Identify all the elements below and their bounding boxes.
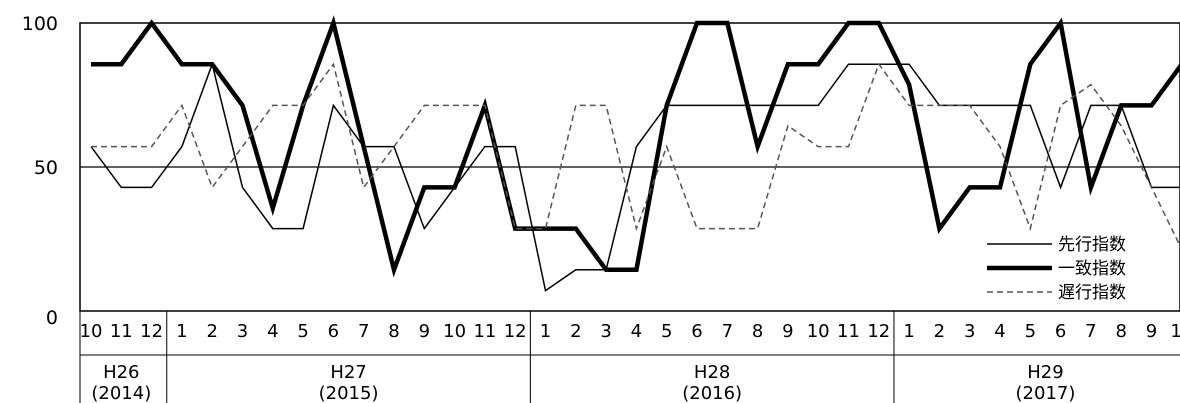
x-tick-label: 5 bbox=[297, 321, 308, 342]
x-tick-label: 5 bbox=[1025, 321, 1036, 342]
era-label: H28 bbox=[694, 362, 730, 383]
x-tick-label: 7 bbox=[358, 321, 369, 342]
x-tick-label: 10 bbox=[1170, 321, 1180, 342]
x-tick-label: 8 bbox=[752, 321, 763, 342]
era-year: (2017) bbox=[1016, 383, 1076, 403]
era-label: H29 bbox=[1027, 362, 1063, 383]
series-line-2 bbox=[91, 62, 1180, 248]
x-tick-label: 10 bbox=[443, 321, 466, 342]
x-tick-label: 1 bbox=[903, 321, 914, 342]
x-tick-label: 2 bbox=[570, 321, 581, 342]
x-tick-label: 8 bbox=[1115, 321, 1126, 342]
x-tick-label: 12 bbox=[867, 321, 890, 342]
x-tick-label: 12 bbox=[504, 321, 527, 342]
x-tick-label: 4 bbox=[631, 321, 642, 342]
x-tick-label: 11 bbox=[110, 321, 133, 342]
legend-label: 一致指数 bbox=[1058, 259, 1126, 279]
era-label: H27 bbox=[330, 362, 366, 383]
x-tick-label: 7 bbox=[722, 321, 733, 342]
x-tick-label: 4 bbox=[994, 321, 1005, 342]
x-tick-label: 11 bbox=[473, 321, 496, 342]
y-tick-label: 50 bbox=[34, 157, 58, 179]
x-tick-label: 6 bbox=[691, 321, 702, 342]
x-axis: 10 11 12 1 2 3 4 5 6 7 8 9 10 11 12 1 2 3 4 5 6 7 8 9 10 11 12 1 2 3 4… bbox=[79, 311, 1180, 403]
series-line-0 bbox=[90, 61, 1180, 292]
x-tick-label: 9 bbox=[419, 321, 430, 342]
legend-label: 遅行指数 bbox=[1058, 283, 1126, 303]
x-tick-label: 3 bbox=[600, 321, 611, 342]
era-year: (2015) bbox=[319, 383, 379, 403]
x-tick-label: 3 bbox=[237, 321, 248, 342]
x-tick-label: 7 bbox=[1085, 321, 1096, 342]
x-tick-label: 12 bbox=[140, 321, 163, 342]
y-tick-label: 0 bbox=[46, 307, 58, 329]
y-axis: 100 50 0 bbox=[22, 13, 58, 329]
x-tick-label: 8 bbox=[388, 321, 399, 342]
x-tick-label: 1 bbox=[540, 321, 551, 342]
plot-frame-group bbox=[79, 22, 1180, 312]
x-tick-label: 3 bbox=[964, 321, 975, 342]
x-tick-label: 9 bbox=[1146, 321, 1157, 342]
era-year: (2016) bbox=[682, 383, 742, 403]
era-year: (2014) bbox=[91, 383, 151, 403]
x-tick-label: 10 bbox=[80, 321, 103, 342]
x-tick-label: 2 bbox=[206, 321, 217, 342]
x-tick-label: 6 bbox=[328, 321, 339, 342]
x-tick-label: 4 bbox=[267, 321, 278, 342]
x-tick-label: 6 bbox=[1055, 321, 1066, 342]
x-tick-label: 10 bbox=[807, 321, 830, 342]
series-lines bbox=[90, 15, 1180, 292]
y-tick-label: 100 bbox=[22, 13, 58, 35]
x-tick-label: 2 bbox=[934, 321, 945, 342]
era-label: H26 bbox=[103, 362, 139, 383]
series-line-1 bbox=[91, 15, 1180, 278]
x-tick-label: 11 bbox=[837, 321, 860, 342]
x-tick-label: 9 bbox=[782, 321, 793, 342]
x-tick-label: 1 bbox=[176, 321, 187, 342]
x-tick-label: 5 bbox=[661, 321, 672, 342]
legend-label: 先行指数 bbox=[1058, 235, 1126, 255]
